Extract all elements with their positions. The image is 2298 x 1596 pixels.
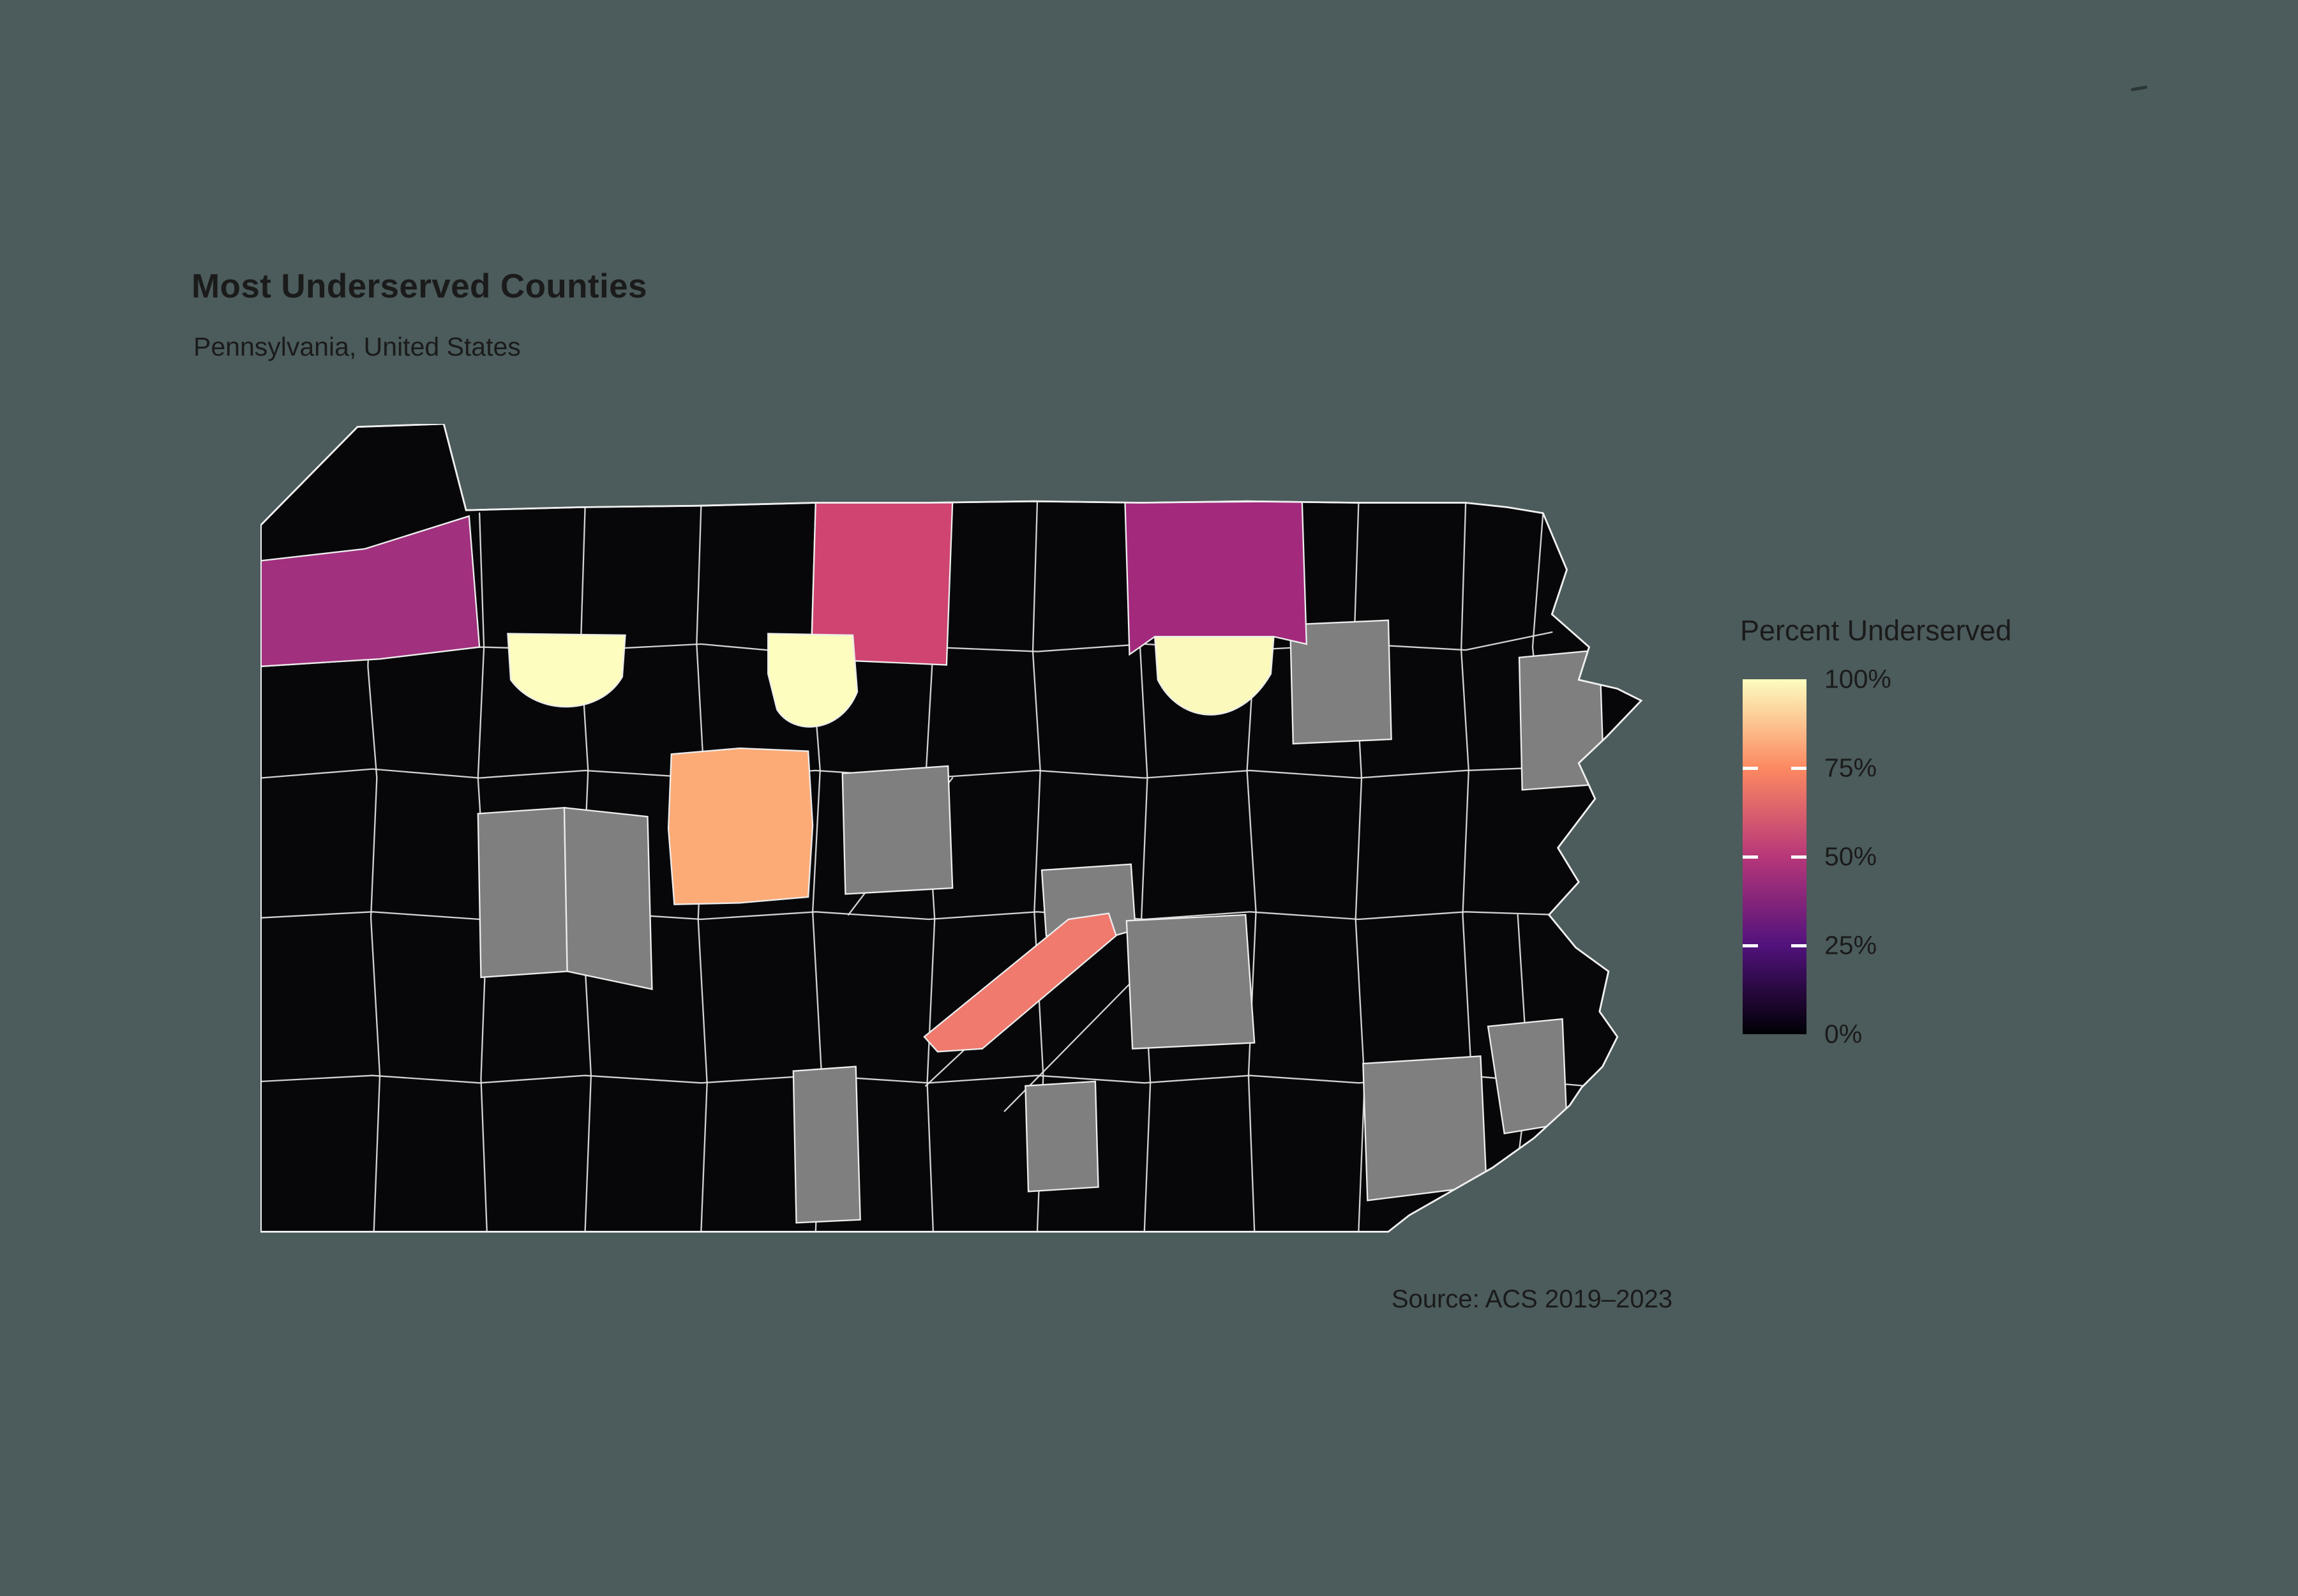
legend-title: Percent Underserved xyxy=(1740,614,2012,647)
na-county xyxy=(792,1065,861,1224)
na-county xyxy=(477,806,568,979)
na-county xyxy=(1362,1055,1487,1201)
na-county xyxy=(1518,649,1605,791)
legend-colorbar xyxy=(1743,679,1806,1034)
legend-tick-labels: 100% 75% 50% 25% 0% xyxy=(1824,665,2016,1049)
legend-tick-label: 50% xyxy=(1824,841,1877,871)
county-central-ridge-band xyxy=(923,912,1117,1053)
county-west-central xyxy=(667,747,814,905)
legend-tick xyxy=(1743,855,1758,859)
county-northeast-arc xyxy=(1153,636,1275,716)
stray-mark xyxy=(2130,85,2148,92)
legend-tick xyxy=(1791,767,1806,770)
highlighted-counties xyxy=(260,500,1307,1053)
legend-tick xyxy=(1743,944,1758,947)
source-caption: Source: ACS 2019–2023 xyxy=(1391,1285,1673,1313)
legend-tick-label: 0% xyxy=(1824,1019,1863,1049)
choropleth-map xyxy=(260,424,1652,1235)
legend-tick xyxy=(1791,855,1806,859)
county-west-central-small xyxy=(507,633,626,708)
na-county xyxy=(563,806,653,990)
legend-tick-label: 75% xyxy=(1824,753,1877,783)
na-county xyxy=(1125,914,1256,1050)
na-county xyxy=(841,765,954,895)
legend-tick-label: 25% xyxy=(1824,930,1877,960)
page-title: Most Underserved Counties xyxy=(192,267,647,305)
na-counties xyxy=(477,619,1605,1224)
county-northeast xyxy=(1124,500,1307,656)
legend-tick xyxy=(1743,767,1758,770)
county-northwest xyxy=(260,515,481,668)
legend-tick xyxy=(1791,944,1806,947)
page-subtitle: Pennsylvania, United States xyxy=(193,332,521,361)
na-county xyxy=(1025,1080,1099,1193)
pennsylvania-map-svg xyxy=(260,424,1643,1233)
county-central-small xyxy=(767,633,859,728)
legend-tick-label: 100% xyxy=(1824,664,1891,694)
state-outline xyxy=(260,424,1643,1233)
na-county xyxy=(1289,619,1392,745)
